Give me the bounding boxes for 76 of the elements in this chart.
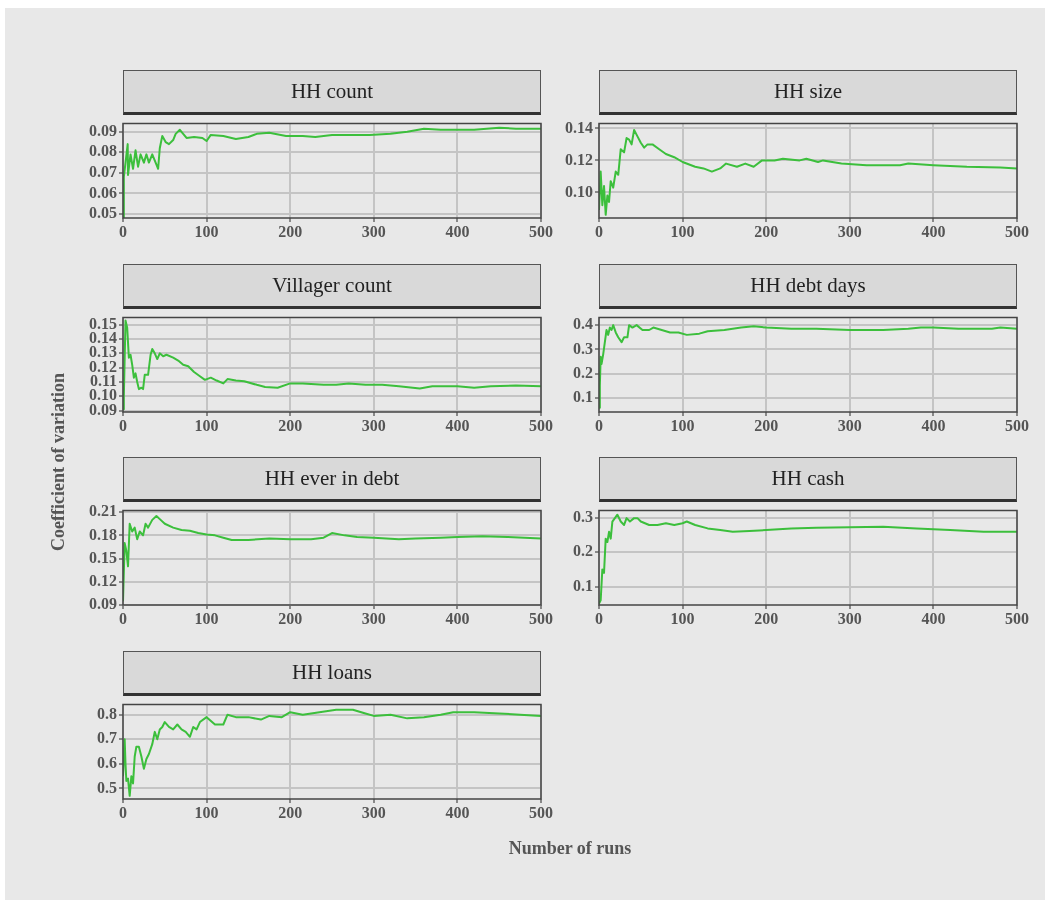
y-tick-label: 0.12 <box>89 571 117 589</box>
x-tick-label: 200 <box>754 416 779 434</box>
x-tick-label: 500 <box>529 803 553 821</box>
y-tick-label: 0.10 <box>565 182 593 200</box>
y-tick-label: 0.18 <box>89 525 117 543</box>
x-tick-label: 200 <box>278 803 303 821</box>
x-tick-label: 0 <box>595 222 603 240</box>
x-tick-label: 100 <box>194 222 219 240</box>
y-tick-label: 0.8 <box>97 704 117 722</box>
y-tick-label: 0.1 <box>573 576 593 594</box>
x-tick-label: 300 <box>837 609 862 627</box>
x-tick-label: 400 <box>921 609 946 627</box>
y-tick-label: 0.08 <box>89 142 117 160</box>
x-tick-label: 100 <box>194 416 219 434</box>
x-tick-label: 0 <box>595 416 603 434</box>
x-tick-label: 0 <box>119 416 127 434</box>
y-axis-title: Coefficient of variation <box>47 373 69 551</box>
x-tick-label: 500 <box>529 416 553 434</box>
y-tick-label: 0.05 <box>89 204 117 222</box>
x-tick-label: 0 <box>119 803 127 821</box>
y-tick-label: 0.5 <box>97 778 117 796</box>
y-tick-label: 0.14 <box>565 118 593 136</box>
y-tick-label: 0.2 <box>573 542 593 560</box>
y-tick-label: 0.07 <box>89 162 117 180</box>
y-tick-label: 0.15 <box>89 548 117 566</box>
x-tick-label: 100 <box>194 609 219 627</box>
y-tick-label: 0.09 <box>89 595 117 613</box>
x-tick-label: 500 <box>1005 609 1029 627</box>
x-tick-label: 100 <box>670 416 695 434</box>
y-tick-label: 0.21 <box>89 502 117 520</box>
y-tick-label: 0.4 <box>573 315 593 333</box>
x-tick-label: 300 <box>361 222 386 240</box>
x-tick-label: 300 <box>837 222 862 240</box>
x-tick-label: 400 <box>445 803 470 821</box>
x-tick-label: 200 <box>278 416 303 434</box>
y-tick-label: 0.06 <box>89 183 117 201</box>
y-tick-label: 0.15 <box>89 314 117 332</box>
x-tick-label: 300 <box>837 416 862 434</box>
y-tick-label: 0.3 <box>573 339 593 357</box>
chart-title: HH size <box>599 70 1017 115</box>
x-tick-label: 400 <box>445 609 470 627</box>
chart-title: HH ever in debt <box>123 457 541 502</box>
x-tick-label: 300 <box>361 609 386 627</box>
y-tick-label: 0.2 <box>573 363 593 381</box>
x-tick-label: 0 <box>119 222 127 240</box>
chart-title: HH count <box>123 70 541 115</box>
x-tick-label: 300 <box>361 803 386 821</box>
x-tick-label: 100 <box>670 222 695 240</box>
y-tick-label: 0.3 <box>573 508 593 526</box>
y-tick-label: 0.09 <box>89 121 117 139</box>
chart-title: HH cash <box>599 457 1017 502</box>
x-tick-label: 100 <box>194 803 219 821</box>
chart-title: Villager count <box>123 264 541 309</box>
x-axis-title: Number of runs <box>508 837 632 859</box>
x-tick-label: 400 <box>921 416 946 434</box>
x-tick-label: 200 <box>278 609 303 627</box>
x-tick-label: 200 <box>754 222 779 240</box>
y-tick-label: 0.7 <box>97 729 117 747</box>
x-tick-label: 0 <box>119 609 127 627</box>
y-tick-label: 0.1 <box>573 388 593 406</box>
chart-title: HH debt days <box>599 264 1017 309</box>
y-tick-label: 0.12 <box>565 150 593 168</box>
x-tick-label: 100 <box>670 609 695 627</box>
y-tick-label: 0.6 <box>97 753 117 771</box>
x-tick-label: 500 <box>1005 416 1029 434</box>
chart-title: HH loans <box>123 651 541 696</box>
x-tick-label: 400 <box>445 222 470 240</box>
x-tick-label: 300 <box>361 416 386 434</box>
x-tick-label: 400 <box>445 416 470 434</box>
x-tick-label: 500 <box>529 609 553 627</box>
x-tick-label: 200 <box>754 609 779 627</box>
x-tick-label: 0 <box>595 609 603 627</box>
x-tick-label: 500 <box>529 222 553 240</box>
x-tick-label: 500 <box>1005 222 1029 240</box>
x-tick-label: 400 <box>921 222 946 240</box>
x-tick-label: 200 <box>278 222 303 240</box>
